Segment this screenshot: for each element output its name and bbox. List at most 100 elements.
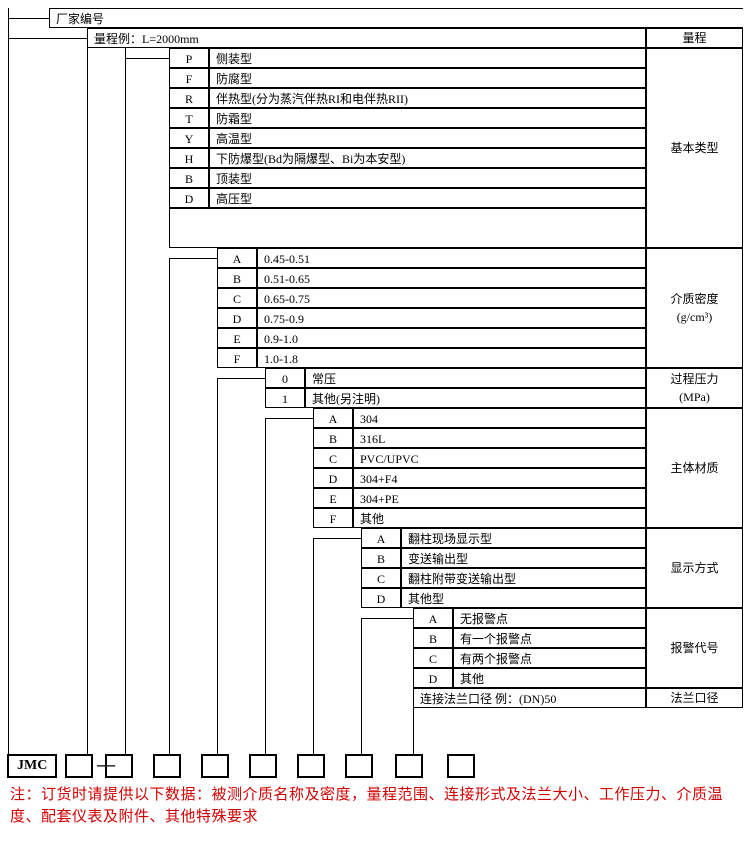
selection-box-4 [249,754,277,778]
stub-density [169,258,170,754]
material-desc-B: 316L [353,428,646,448]
selection-box-3 [201,754,229,778]
material-code-C: C [313,448,353,468]
pressure-desc-1: 其他(另注明) [305,388,646,408]
stub-basic-preh [125,58,169,59]
material-code-E: E [313,488,353,508]
category-alarm: 报警代号 [646,608,743,688]
category-material: 主体材质 [646,408,743,528]
basic-type-code-B: B [169,168,209,188]
tree-branch [9,38,87,39]
basic-type-code-R: R [169,88,209,108]
selection-box-7 [395,754,423,778]
stub-display-h [313,538,361,539]
density-code-B: B [217,268,257,288]
pressure-code-1: 1 [265,388,305,408]
alarm-code-C: C [413,648,453,668]
material-code-F: F [313,508,353,528]
order-note: 注：订货时请提供以下数据：被测介质名称及密度，量程范围、连接形式及法兰大小、工作… [8,784,742,828]
basic-type-desc-H: 下防爆型(Bd为隔爆型、Bi为本安型) [209,148,646,168]
dash-separator: — [97,752,115,776]
stub-pressure [217,378,218,754]
density-code-F: F [217,348,257,368]
basic-type-desc-P: 侧装型 [209,48,646,68]
material-code-B: B [313,428,353,448]
basic-type-spacer [169,208,646,248]
basic-type-desc-B: 顶装型 [209,168,646,188]
header-range-example: 量程例：L=2000mm [87,28,646,48]
basic-type-desc-T: 防霜型 [209,108,646,128]
selection-box-6 [345,754,373,778]
category-density: 介质密度(g/cm³) [646,248,743,368]
basic-type-desc-Y: 高温型 [209,128,646,148]
density-code-A: A [217,248,257,268]
density-desc-A: 0.45-0.51 [257,248,646,268]
category-flange: 法兰口径 [646,688,743,708]
alarm-desc-A: 无报警点 [453,608,646,628]
stub-alarm [361,618,362,754]
stub-basic-pre [125,48,126,58]
display-desc-D: 其他型 [401,588,646,608]
alarm-code-D: D [413,668,453,688]
density-desc-F: 1.0-1.8 [257,348,646,368]
basic-type-code-D: D [169,188,209,208]
display-desc-A: 翻柱现场显示型 [401,528,646,548]
flange-desc: 连接法兰口径 例：(DN)50 [413,688,646,708]
alarm-code-B: B [413,628,453,648]
stub-range [87,38,88,754]
stub-material-h [265,418,313,419]
stub-pressure-h [217,378,265,379]
display-code-A: A [361,528,401,548]
material-desc-E: 304+PE [353,488,646,508]
density-code-D: D [217,308,257,328]
density-desc-E: 0.9-1.0 [257,328,646,348]
material-code-A: A [313,408,353,428]
basic-type-code-H: H [169,148,209,168]
stub-alarm-h [361,618,413,619]
basic-type-code-T: T [169,108,209,128]
category-pressure: 过程压力(MPa) [646,368,743,408]
stub-basic [125,58,126,754]
display-desc-B: 变送输出型 [401,548,646,568]
display-code-B: B [361,548,401,568]
basic-type-code-F: F [169,68,209,88]
material-code-D: D [313,468,353,488]
density-code-E: E [217,328,257,348]
density-desc-D: 0.75-0.9 [257,308,646,328]
pressure-desc-0: 常压 [305,368,646,388]
category-range: 量程 [646,28,743,48]
alarm-desc-B: 有一个报警点 [453,628,646,648]
category-display: 显示方式 [646,528,743,608]
material-desc-A: 304 [353,408,646,428]
basic-type-code-Y: Y [169,128,209,148]
header-manufacturer: 厂家编号 [49,8,743,28]
alarm-desc-D: 其他 [453,668,646,688]
selection-box-5 [297,754,325,778]
stub-material [265,418,266,754]
density-desc-B: 0.51-0.65 [257,268,646,288]
basic-type-desc-F: 防腐型 [209,68,646,88]
material-desc-F: 其他 [353,508,646,528]
pressure-code-0: 0 [265,368,305,388]
tree-branch [9,18,49,19]
display-desc-C: 翻柱附带变送输出型 [401,568,646,588]
selection-box-0 [65,754,93,778]
category-basic-type: 基本类型 [646,48,743,248]
alarm-desc-C: 有两个报警点 [453,648,646,668]
stub-density-h [169,258,217,259]
material-desc-D: 304+F4 [353,468,646,488]
alarm-code-A: A [413,608,453,628]
density-code-C: C [217,288,257,308]
selection-box-8 [447,754,475,778]
density-desc-C: 0.65-0.75 [257,288,646,308]
display-code-D: D [361,588,401,608]
selection-box-2 [153,754,181,778]
stub-display [313,538,314,754]
basic-type-code-P: P [169,48,209,68]
display-code-C: C [361,568,401,588]
basic-type-desc-R: 伴热型(分为蒸汽伴热RI和电伴热RII) [209,88,646,108]
material-desc-C: PVC/UPVC [353,448,646,468]
jmc-box: JMC [7,754,57,778]
stub-flange [413,698,414,754]
selection-tree-diagram: 厂家编号量程例：L=2000mm量程P侧装型F防腐型R伴热型(分为蒸汽伴热RI和… [8,8,742,778]
